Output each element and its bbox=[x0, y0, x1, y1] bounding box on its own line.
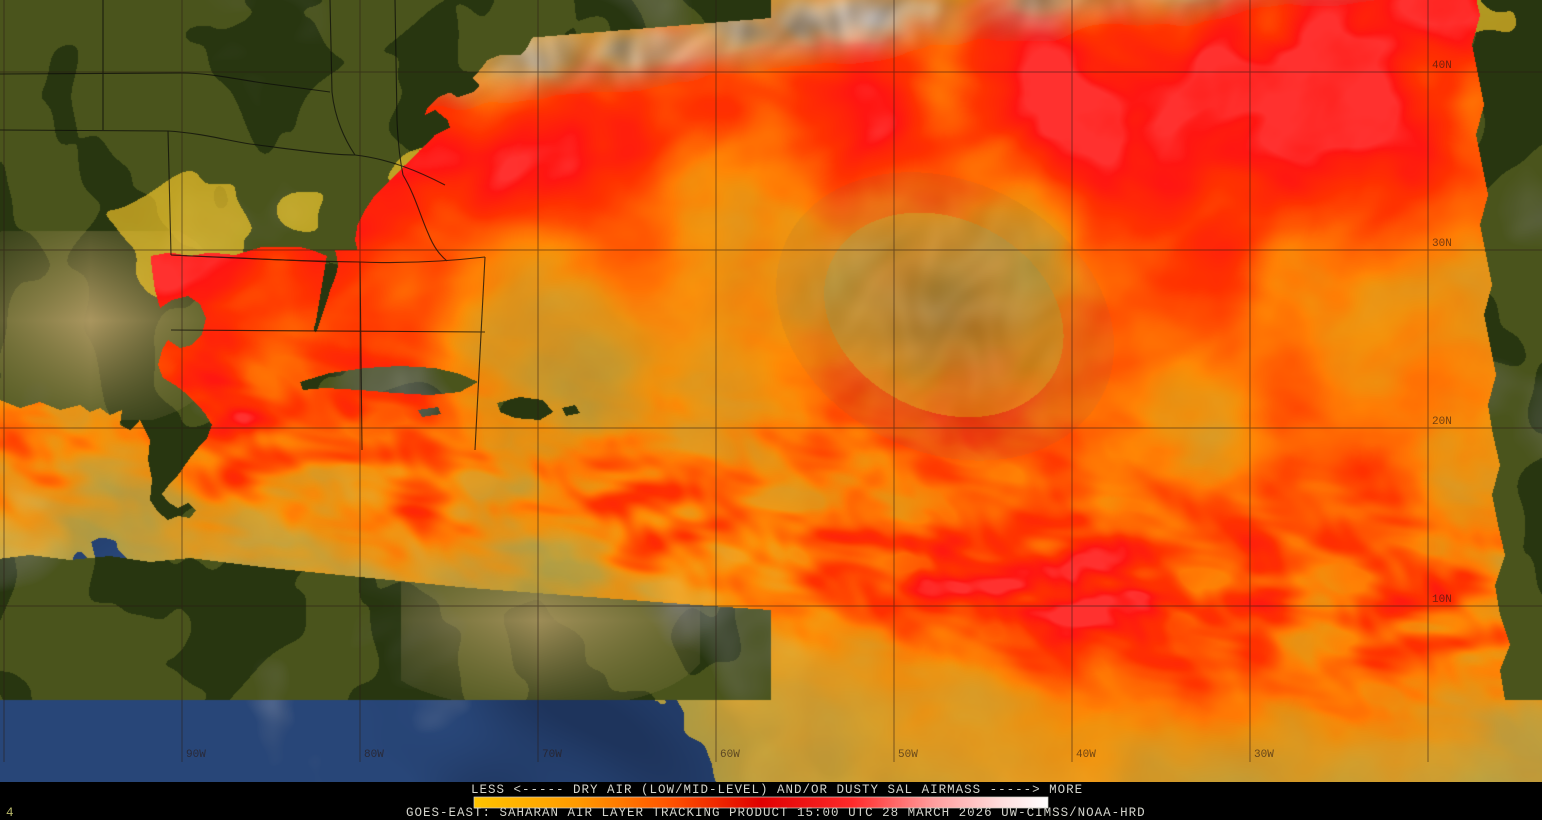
svg-text:70W: 70W bbox=[542, 749, 562, 761]
svg-text:10N: 10N bbox=[1432, 594, 1452, 606]
svg-text:30W: 30W bbox=[1254, 749, 1274, 761]
svg-text:40W: 40W bbox=[1076, 749, 1096, 761]
svg-text:4: 4 bbox=[6, 806, 14, 820]
svg-text:LESS <----- DRY AIR (LOW/MID-L: LESS <----- DRY AIR (LOW/MID-LEVEL) AND/… bbox=[471, 783, 1083, 797]
svg-text:40N: 40N bbox=[1432, 60, 1452, 72]
svg-text:GOES-EAST: SAHARAN AIR LAYER T: GOES-EAST: SAHARAN AIR LAYER TRACKING PR… bbox=[406, 806, 1146, 820]
svg-text:50W: 50W bbox=[898, 749, 918, 761]
svg-text:80W: 80W bbox=[364, 749, 384, 761]
svg-text:30N: 30N bbox=[1432, 238, 1452, 250]
svg-text:20N: 20N bbox=[1432, 416, 1452, 428]
svg-text:60W: 60W bbox=[720, 749, 740, 761]
svg-text:90W: 90W bbox=[186, 749, 206, 761]
